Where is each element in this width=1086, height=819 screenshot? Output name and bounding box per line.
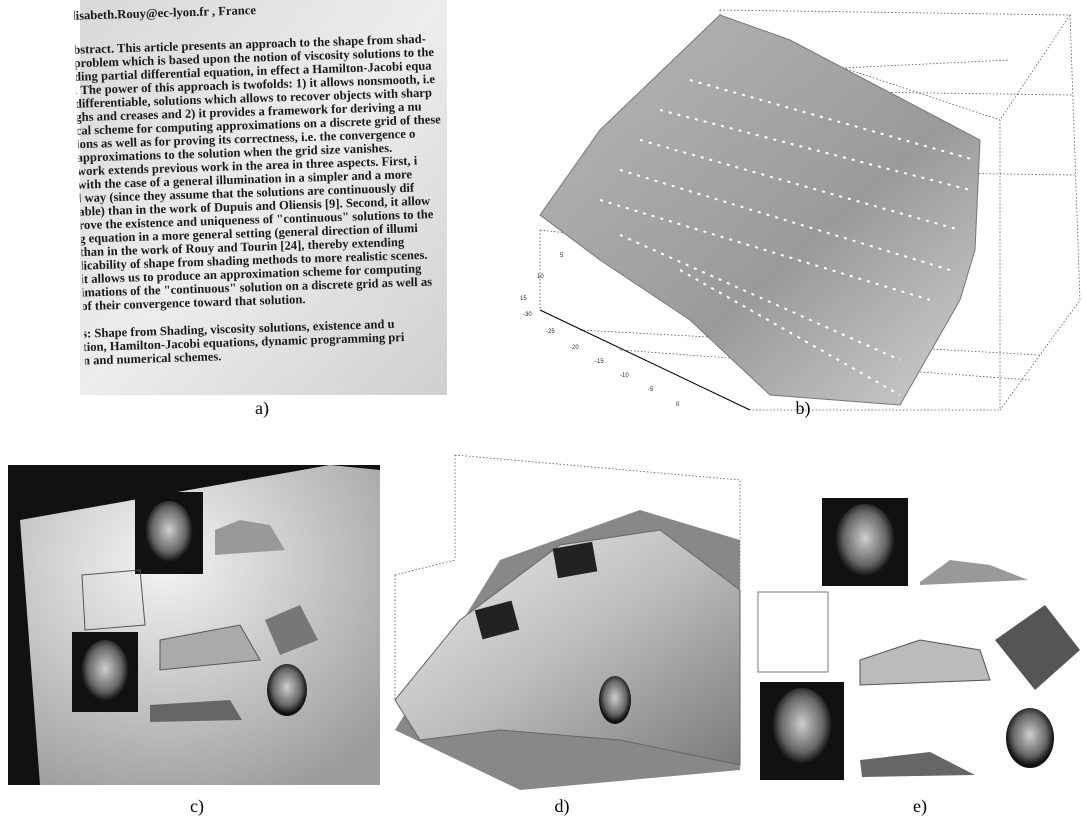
photo — [80, 0, 447, 395]
panel-b: -30 -25 -20 -15 -10 -5 0 15 10 5 — [520, 9, 1081, 411]
axis-label: -15 — [595, 359, 604, 365]
axis-label: -20 — [570, 345, 579, 351]
face — [267, 664, 307, 716]
axis-label: -5 — [648, 387, 654, 393]
face — [835, 504, 895, 580]
axis-label: 15 — [520, 296, 527, 302]
photo-text-line: n and numerical schemes. — [83, 349, 222, 367]
photo-text-line: lisabeth.Rouy@ec-lyon.fr , France — [72, 3, 257, 23]
axis-label: -10 — [620, 373, 629, 379]
face — [81, 640, 129, 704]
panel-c — [8, 465, 380, 785]
axis-label: 10 — [537, 274, 544, 280]
panel-a: lisabeth.Rouy@ec-lyon.fr , Francebstract… — [72, 0, 447, 395]
caption: e) — [913, 796, 927, 817]
panel-e — [757, 498, 1080, 780]
plot — [859, 639, 991, 686]
plot — [757, 591, 829, 673]
face — [599, 676, 631, 724]
relief — [920, 560, 1028, 585]
surface — [394, 529, 741, 766]
plot — [995, 605, 1080, 690]
caption: c) — [190, 796, 204, 817]
face — [1006, 708, 1054, 768]
caption: d) — [555, 796, 570, 817]
relief — [215, 520, 285, 555]
axis-label: 5 — [560, 253, 564, 259]
panel-d — [394, 454, 741, 790]
caption: a) — [255, 398, 269, 419]
axis-label: -30 — [523, 312, 532, 318]
plot — [159, 624, 261, 671]
plot — [81, 569, 146, 631]
axis-label: -25 — [546, 329, 555, 335]
axis-label: 0 — [676, 402, 680, 408]
image — [474, 600, 520, 640]
surface — [539, 14, 981, 406]
face — [772, 688, 832, 768]
plot — [860, 752, 975, 777]
caption: b) — [796, 398, 811, 419]
axis — [539, 309, 751, 411]
plot-box — [394, 454, 741, 771]
plot — [150, 700, 242, 722]
image — [552, 541, 598, 579]
surface-texture — [599, 79, 976, 396]
plot — [265, 605, 318, 655]
grid — [579, 39, 1077, 381]
face — [145, 501, 193, 565]
